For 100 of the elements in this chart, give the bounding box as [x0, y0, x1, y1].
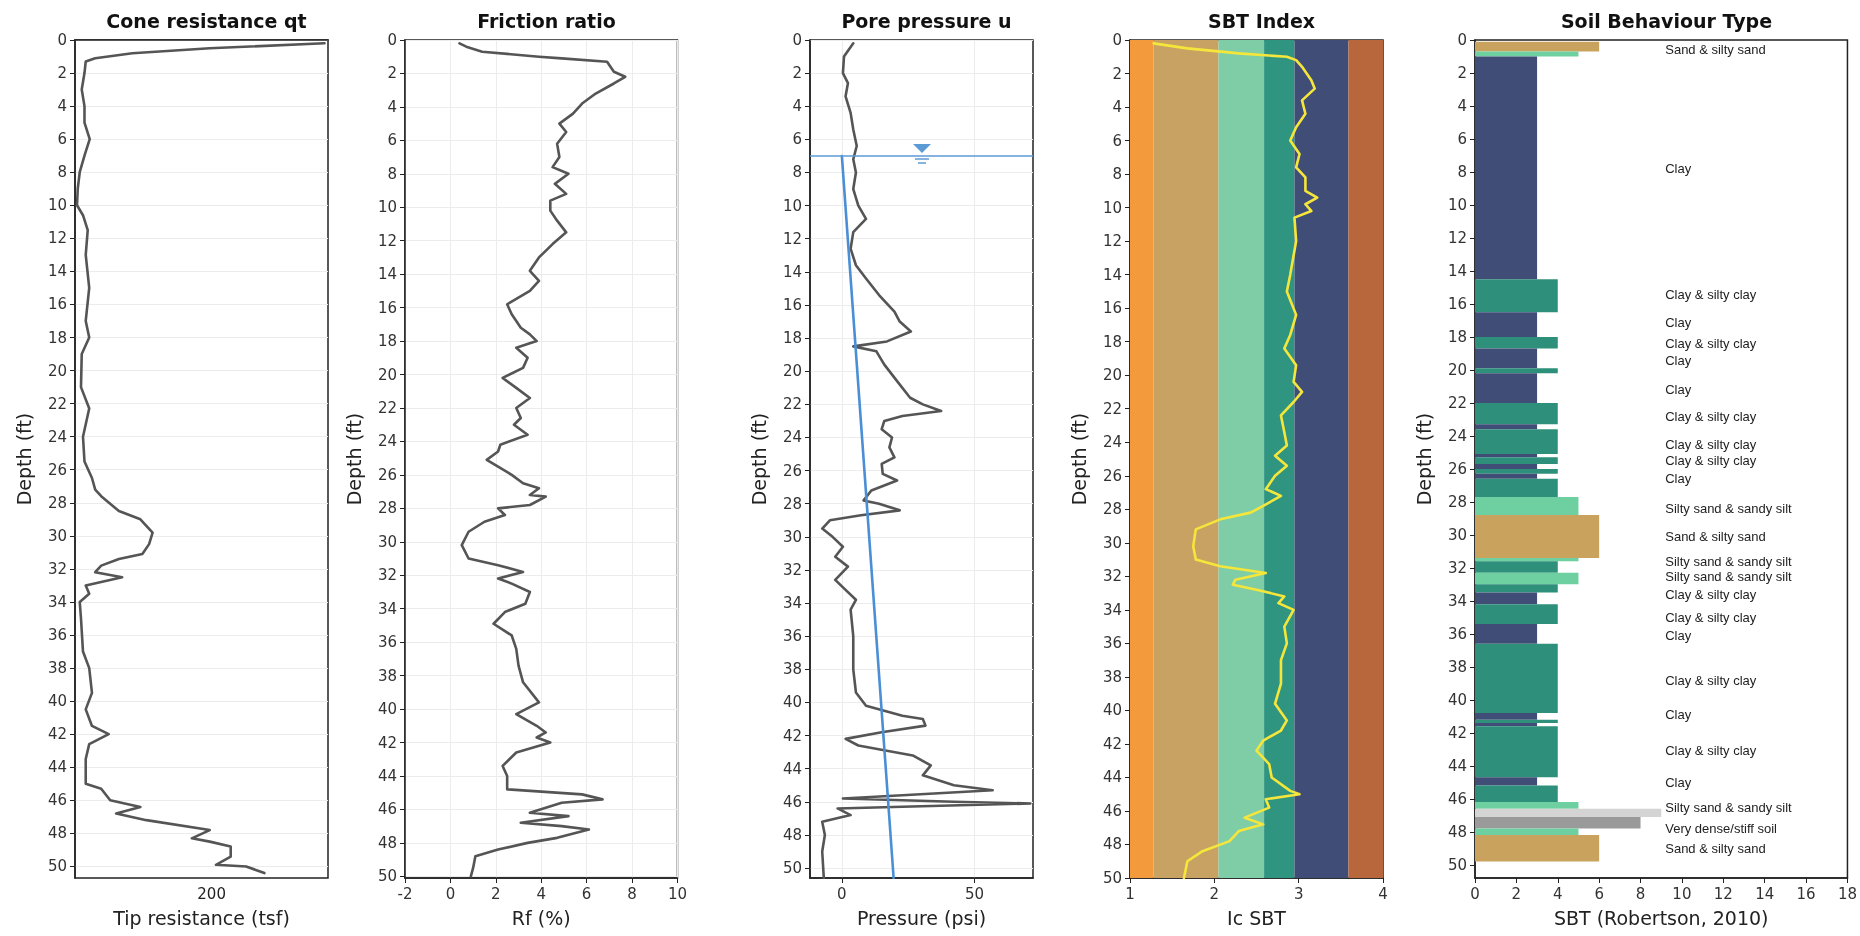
annotation: Sand & silty sand: [1665, 529, 1766, 545]
y-tick-label: 16: [782, 295, 802, 314]
y-tick-label: 50: [1447, 855, 1467, 874]
x-tick-label: 2: [491, 884, 501, 903]
y-tick-label: 24: [47, 427, 67, 446]
y-tick-label: 50: [782, 859, 802, 878]
y-tick-label: 34: [377, 599, 397, 618]
y-tick-label: 30: [377, 532, 397, 551]
y-tick-label: 14: [377, 265, 397, 284]
annotation: Silty sand & sandy silt: [1665, 799, 1793, 815]
chart-title: SBT Index: [1207, 9, 1316, 32]
x-tick-label: 8: [627, 884, 637, 903]
y-tick-label: 42: [1102, 734, 1122, 753]
line-series: [820, 42, 1032, 880]
y-tick-label: 10: [377, 198, 397, 217]
x-tick-label: 6: [1594, 884, 1604, 903]
annotation: Clay & silty clay: [1665, 743, 1757, 759]
x-tick-label: 14: [1755, 884, 1775, 903]
annotation: Silty sand & sandy silt: [1665, 500, 1793, 516]
y-tick-label: 4: [387, 97, 397, 116]
x-tick-label: 4: [1552, 884, 1563, 903]
y-tick-label: 38: [1447, 657, 1467, 676]
x-tick-label: 8: [1635, 884, 1646, 903]
y-tick-label: 14: [782, 262, 802, 281]
x-tick-label: 2: [1209, 884, 1220, 903]
y-tick-label: 20: [377, 365, 397, 384]
y-tick-label: 34: [47, 592, 67, 611]
y-tick-label: 26: [1102, 466, 1122, 485]
y-tick-label: 36: [377, 633, 397, 652]
annotation: Clay: [1665, 382, 1692, 398]
y-tick-label: 48: [47, 824, 67, 843]
text: 200: [197, 885, 226, 903]
line-series: [458, 42, 627, 878]
y-tick-label: 28: [377, 499, 397, 518]
chart-title: Soil Behaviour Type: [1560, 9, 1773, 32]
y-tick-label: 34: [782, 594, 802, 613]
y-tick-label: 26: [377, 465, 397, 484]
y-tick-label: 16: [1447, 294, 1467, 313]
y-tick-label: 30: [47, 526, 67, 545]
y-tick-label: 4: [57, 97, 67, 116]
y-tick-label: 42: [47, 725, 67, 744]
y-tick-label: 20: [1447, 360, 1467, 379]
y-tick-label: 0: [57, 31, 67, 49]
y-tick-label: 2: [1112, 64, 1122, 83]
y-tick-label: 30: [1447, 525, 1467, 544]
y-tick-label: 24: [1102, 433, 1122, 452]
y-tick-label: 22: [782, 395, 802, 414]
y-tick-label: 26: [1447, 459, 1467, 478]
y-tick-label: 48: [377, 833, 397, 852]
x-tick-label: -2: [397, 884, 413, 903]
y-tick-label: 44: [377, 766, 397, 785]
y-tick-label: 8: [792, 163, 802, 182]
annotation: Clay & silty clay: [1665, 436, 1757, 452]
x-axis-title: Pressure (psi): [856, 906, 987, 929]
annotation: Clay & silty clay: [1665, 672, 1757, 688]
y-tick-label: 40: [1102, 701, 1122, 720]
y-tick-label: 10: [782, 196, 802, 215]
y-tick-label: 18: [47, 328, 67, 347]
y-axis-title: Depth (ft): [342, 412, 365, 506]
y-tick-label: 42: [377, 733, 397, 752]
y-tick-label: 42: [1447, 723, 1467, 742]
y-tick-label: 36: [782, 627, 802, 646]
x-tick-label: 6: [581, 884, 592, 903]
y-tick-label: 36: [1447, 624, 1467, 643]
y-tick-label: 24: [1447, 426, 1467, 445]
y-tick-label: 32: [782, 560, 802, 579]
y-tick-label: 46: [47, 791, 67, 810]
y-tick-label: 38: [47, 659, 67, 678]
annotation: Clay: [1665, 707, 1692, 723]
y-tick-label: 46: [782, 792, 802, 811]
y-tick-label: 12: [782, 229, 802, 248]
y-tick-label: 46: [1102, 801, 1122, 820]
annotation: Clay & silty clay: [1665, 408, 1757, 424]
y-tick-label: 22: [47, 394, 67, 413]
y-tick-label: 4: [1457, 96, 1467, 115]
x-tick-label: 16: [1796, 884, 1816, 903]
y-tick-label: 20: [782, 362, 802, 381]
y-tick-label: 12: [1102, 232, 1122, 251]
y-tick-label: 34: [1447, 591, 1467, 610]
y-tick-label: 4: [792, 97, 802, 116]
line-series: [1152, 42, 1319, 880]
x-tick-label: 4: [536, 884, 546, 903]
y-tick-label: 44: [1447, 756, 1467, 775]
y-tick-label: 0: [792, 31, 802, 49]
y-tick-label: 6: [57, 130, 67, 149]
y-tick-label: 4: [1112, 98, 1122, 117]
y-tick-label: 30: [782, 527, 802, 546]
y-tick-label: 6: [387, 131, 397, 150]
y-tick-label: 36: [47, 626, 67, 645]
annotation: Silty sand & sandy silt: [1665, 553, 1793, 569]
y-tick-label: 14: [1447, 261, 1467, 280]
y-tick-label: 50: [1102, 869, 1122, 887]
chart-title: Cone resistance qt: [106, 9, 307, 32]
y-tick-label: 12: [377, 231, 397, 250]
annotation: Clay: [1665, 471, 1692, 487]
y-tick-label: 34: [1102, 600, 1122, 619]
y-tick-label: 10: [47, 196, 67, 215]
y-tick-label: 22: [1447, 393, 1467, 412]
y-tick-label: 18: [1447, 327, 1467, 346]
x-tick-label: 10: [1672, 884, 1692, 903]
